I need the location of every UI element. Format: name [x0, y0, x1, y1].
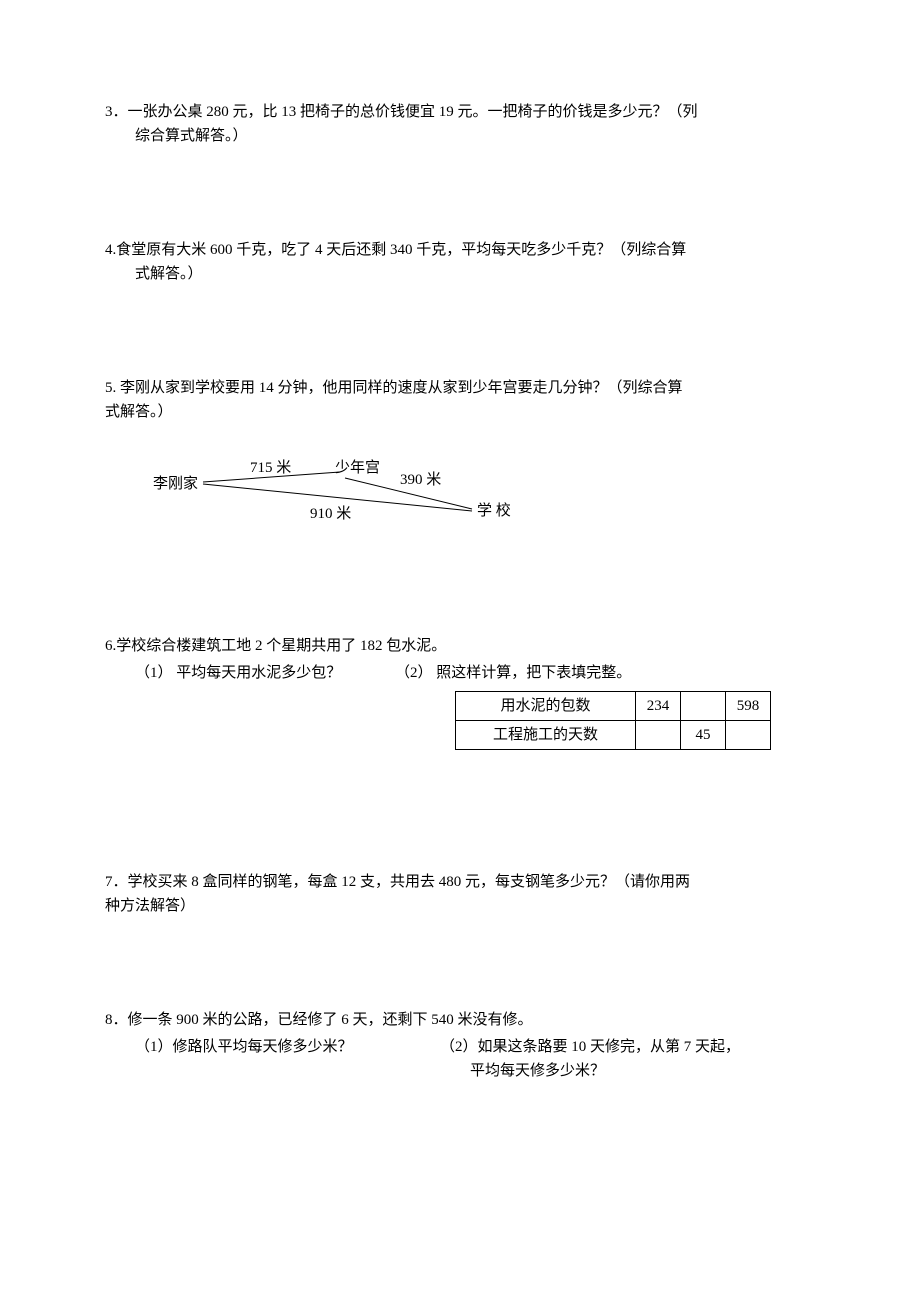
row2-label: 工程施工的天数 — [456, 721, 636, 750]
r2c1 — [636, 721, 681, 750]
label-d1: 715 米 — [250, 456, 291, 480]
q3-line1: 3．一张办公桌 280 元，比 13 把椅子的总价钱便宜 19 元。一把椅子的价… — [105, 100, 820, 124]
question-8: 8．修一条 900 米的公路，已经修了 6 天，还剩下 540 米没有修。 （1… — [105, 1008, 820, 1083]
label-palace: 少年宫 — [335, 456, 380, 480]
q8-part1: （1）修路队平均每天修多少米？ — [135, 1035, 440, 1059]
q8-line1: 8．修一条 900 米的公路，已经修了 6 天，还剩下 540 米没有修。 — [105, 1008, 820, 1032]
label-d2: 390 米 — [400, 468, 441, 492]
q5-line1: 5. 李刚从家到学校要用 14 分钟，他用同样的速度从家到少年宫要走几分钟？（列… — [105, 376, 820, 400]
question-4: 4.食堂原有大米 600 千克，吃了 4 天后还剩 340 千克，平均每天吃多少… — [105, 238, 820, 286]
q7-line1: 7．学校买来 8 盒同样的钢笔，每盒 12 支，共用去 480 元，每支钢笔多少… — [105, 870, 820, 894]
q6-line1: 6.学校综合楼建筑工地 2 个星期共用了 182 包水泥。 — [105, 634, 820, 658]
r1c3: 598 — [726, 692, 771, 721]
table-row: 工程施工的天数 45 — [456, 721, 771, 750]
q6-part1: （1） 平均每天用水泥多少包？ — [135, 661, 395, 685]
question-3: 3．一张办公桌 280 元，比 13 把椅子的总价钱便宜 19 元。一把椅子的价… — [105, 100, 820, 148]
q5-line2: 式解答。） — [105, 400, 820, 424]
table-row: 用水泥的包数 234 598 — [456, 692, 771, 721]
r2c3 — [726, 721, 771, 750]
q6-table: 用水泥的包数 234 598 工程施工的天数 45 — [455, 691, 771, 750]
r2c2: 45 — [681, 721, 726, 750]
q4-line2: 式解答。） — [105, 262, 820, 286]
r1c2 — [681, 692, 726, 721]
question-5: 5. 李刚从家到学校要用 14 分钟，他用同样的速度从家到少年宫要走几分钟？（列… — [105, 376, 820, 544]
q7-line2: 种方法解答） — [105, 894, 820, 918]
q4-line1: 4.食堂原有大米 600 千克，吃了 4 天后还剩 340 千克，平均每天吃多少… — [105, 238, 820, 262]
q6-part2: （2） 照这样计算，把下表填完整。 — [395, 661, 631, 685]
label-home: 李刚家 — [153, 472, 198, 496]
r1c1: 234 — [636, 692, 681, 721]
q5-diagram: 李刚家 715 米 少年宫 390 米 学 校 910 米 — [145, 454, 820, 544]
label-d3: 910 米 — [310, 502, 351, 526]
question-7: 7．学校买来 8 盒同样的钢笔，每盒 12 支，共用去 480 元，每支钢笔多少… — [105, 870, 820, 918]
row1-label: 用水泥的包数 — [456, 692, 636, 721]
label-school: 学 校 — [477, 499, 511, 523]
q3-line2: 综合算式解答。） — [105, 124, 820, 148]
question-6: 6.学校综合楼建筑工地 2 个星期共用了 182 包水泥。 （1） 平均每天用水… — [105, 634, 820, 750]
q8-part2b: 平均每天修多少米？ — [135, 1059, 820, 1083]
q8-part2a: （2）如果这条路要 10 天修完，从第 7 天起， — [440, 1035, 740, 1059]
